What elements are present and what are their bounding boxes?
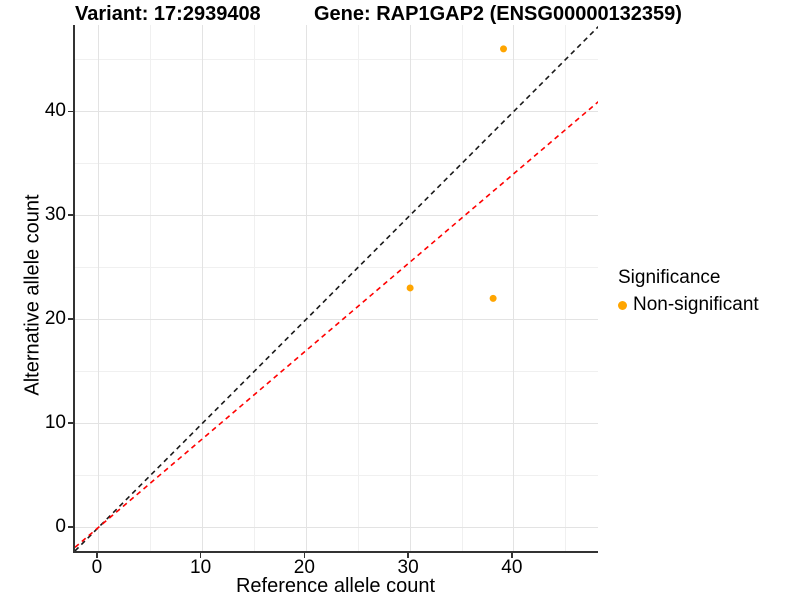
y-tick-mark: [68, 318, 73, 320]
y-tick-mark: [68, 526, 73, 528]
plot-panel: [73, 25, 598, 553]
x-tick-mark: [407, 553, 409, 558]
x-tick-mark: [96, 553, 98, 558]
allelic-ratio-line: [75, 100, 598, 548]
x-tick-label: 40: [501, 557, 523, 578]
x-gridline-minor: [357, 25, 359, 551]
y-gridline-major: [75, 214, 598, 216]
x-tick-label: 30: [397, 557, 419, 578]
x-tick-label: 10: [190, 557, 212, 578]
legend-point-icon: [618, 300, 627, 310]
legend-entry-label: Non-significant: [633, 294, 759, 315]
y-tick-label: 20: [44, 308, 66, 330]
plot-title-gene: Gene: RAP1GAP2 (ENSG00000132359): [314, 3, 682, 25]
y-gridline-minor: [75, 162, 598, 164]
x-gridline-minor: [461, 25, 463, 551]
data-point: [489, 294, 497, 302]
y-gridline-major: [75, 110, 598, 112]
legend-title: Significance: [618, 267, 721, 288]
y-gridline-major: [75, 526, 598, 528]
plot-layers: [75, 25, 598, 551]
x-tick-label: 20: [293, 557, 315, 578]
y-tick-label: 30: [44, 204, 66, 226]
identity-line: [75, 25, 598, 551]
legend: Significance Non-significant: [618, 267, 759, 316]
x-tick-mark: [303, 553, 306, 558]
x-axis-title: Reference allele count: [235, 575, 435, 597]
y-tick-mark: [68, 214, 73, 216]
y-gridline-minor: [75, 474, 598, 476]
y-gridline-minor: [75, 266, 598, 268]
plot-title-variant: Variant: 17:2939408: [75, 3, 261, 25]
data-point: [500, 45, 508, 53]
y-tick-mark: [68, 110, 73, 113]
y-tick-label: 0: [55, 516, 66, 538]
x-gridline-major: [513, 25, 515, 551]
x-tick-mark: [199, 553, 202, 558]
x-tick-label: 0: [91, 557, 103, 578]
legend-entry: Non-significant: [618, 294, 759, 316]
y-gridline-major: [75, 318, 598, 320]
y-tick-label: 10: [44, 412, 66, 434]
x-gridline-minor: [253, 25, 255, 551]
y-tick-label: 40: [44, 100, 66, 122]
x-gridline-major: [98, 25, 100, 551]
x-gridline-major: [202, 25, 204, 551]
data-point: [406, 284, 414, 292]
x-tick-mark: [511, 553, 513, 558]
y-gridline-major: [75, 422, 598, 424]
x-gridline-major: [305, 25, 307, 551]
y-gridline-minor: [75, 370, 598, 372]
x-gridline-minor: [150, 25, 152, 551]
x-gridline-minor: [565, 25, 567, 551]
y-tick-mark: [68, 422, 73, 424]
y-gridline-minor: [75, 58, 598, 60]
